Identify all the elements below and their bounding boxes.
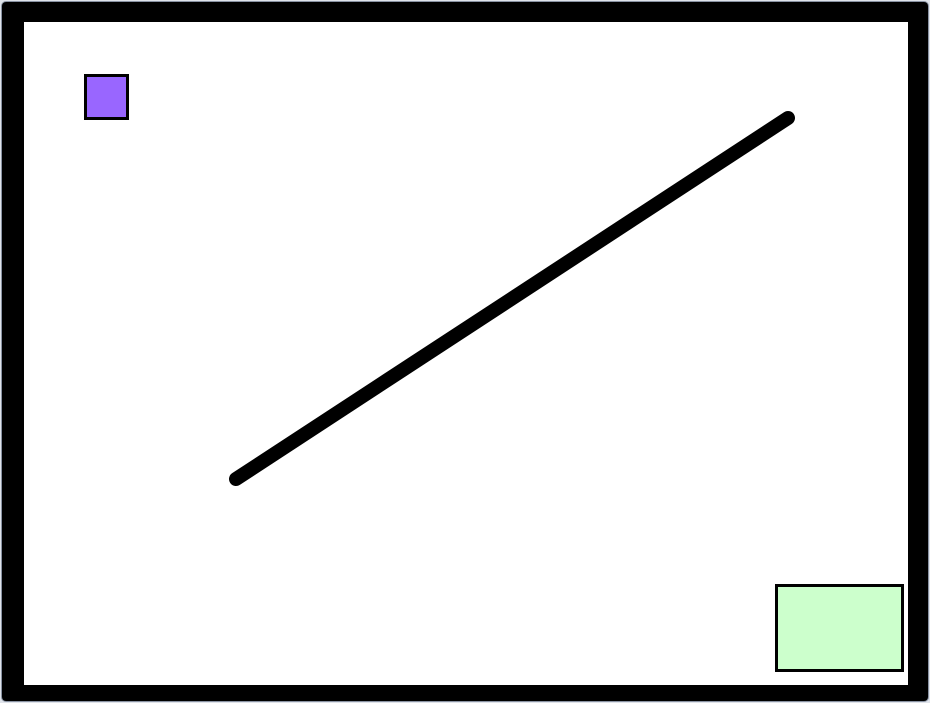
- player-square[interactable]: [84, 74, 129, 120]
- goal-zone[interactable]: [775, 584, 904, 672]
